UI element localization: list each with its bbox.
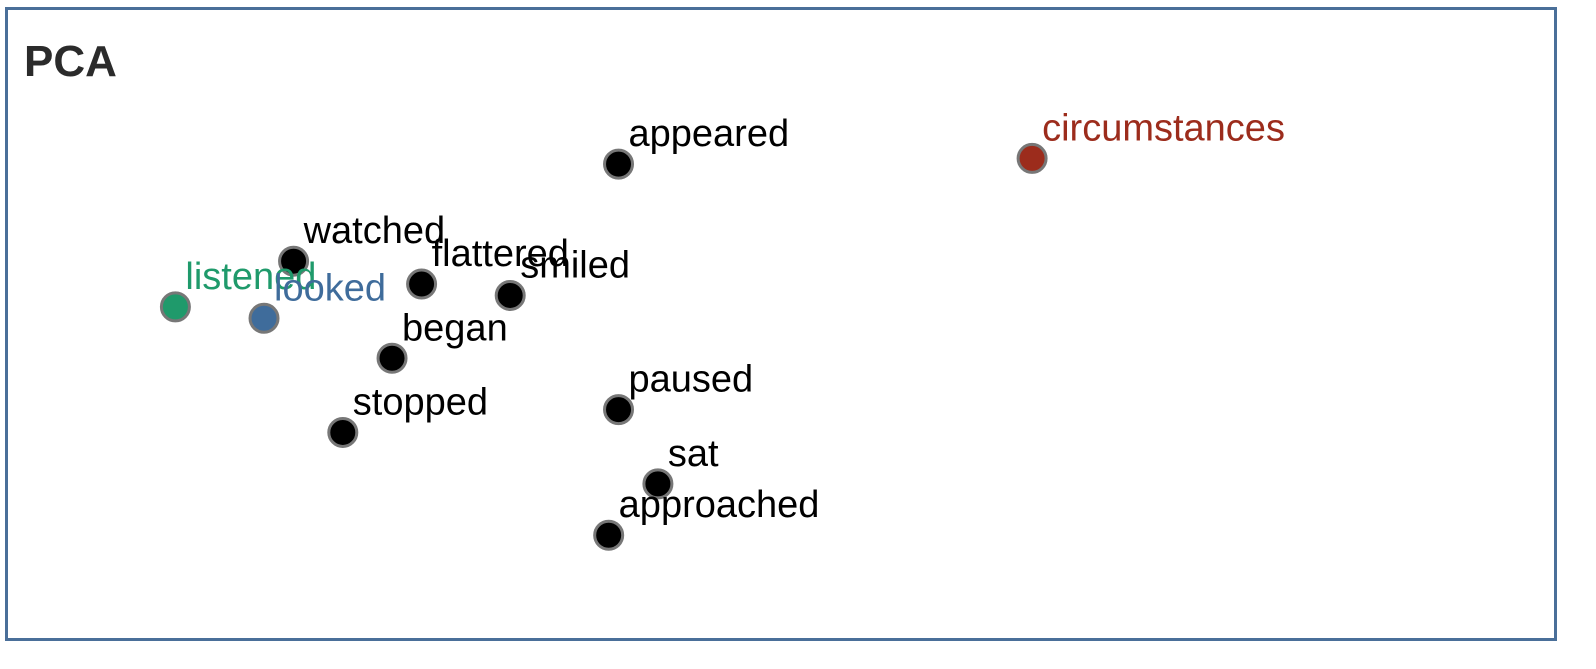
point-sat [642,468,674,500]
point-label-paused: paused [629,359,754,401]
point-smiled [494,279,526,311]
point-label-smiled: smiled [520,244,630,286]
point-watched [278,245,310,277]
point-looked [248,302,280,334]
point-label-circumstances: circumstances [1042,107,1285,149]
point-stopped [327,416,359,448]
scatter-plot: appeared circumstances watchedflatteredsmi… [159,107,1285,551]
point-label-listened: listened [185,256,316,298]
point-paused [603,394,635,426]
point-label-looked: looked [274,267,386,309]
chart-title: PCA [24,37,117,86]
point-flattered [406,268,438,300]
point-label-flattered: flattered [432,233,569,275]
point-label-sat: sat [668,433,719,475]
point-appeared [603,148,635,180]
point-listened [159,291,191,323]
chart-panel: PCA appeared circumstances watched flattere… [5,7,1557,641]
point-label-watched: watched [303,210,446,252]
point-label-appeared: appeared [629,113,790,155]
point-label-stopped: stopped [353,381,488,423]
point-label-began: began [402,307,508,349]
point-label-approached: approached [619,484,820,526]
point-circumstances [1016,142,1048,174]
point-began [376,342,408,374]
point-approached [593,519,625,551]
